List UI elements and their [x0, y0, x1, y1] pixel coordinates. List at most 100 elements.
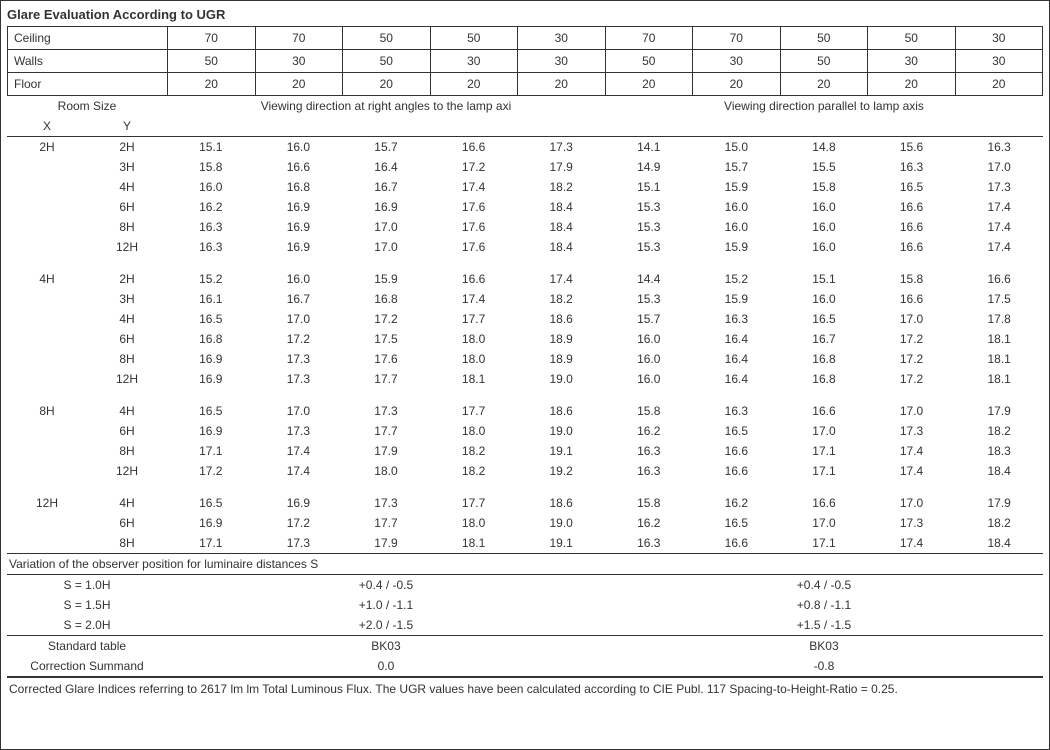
value-cell: 17.3	[868, 513, 956, 533]
value-cell: 16.0	[255, 137, 343, 158]
y-cell: 2H	[87, 137, 167, 158]
value-cell: 17.4	[255, 461, 343, 481]
value-cell: 14.1	[605, 137, 693, 158]
value-cell: 15.9	[693, 237, 781, 257]
value-cell: 16.0	[780, 237, 868, 257]
correction-left: 0.0	[167, 656, 605, 677]
value-cell: 17.1	[780, 533, 868, 554]
value-cell: 16.8	[780, 369, 868, 389]
value-cell: 18.0	[342, 461, 430, 481]
data-row: 4H2H15.216.015.916.617.414.415.215.115.8…	[7, 269, 1043, 289]
value-cell: 17.3	[342, 493, 430, 513]
data-row: 4H16.517.017.217.718.615.716.316.517.017…	[7, 309, 1043, 329]
value-cell: 16.2	[167, 197, 255, 217]
value-cell: 16.3	[167, 217, 255, 237]
value-cell: 16.8	[167, 329, 255, 349]
value-cell: 18.3	[955, 441, 1043, 461]
header-cell: 20	[955, 73, 1043, 96]
value-cell: 17.0	[255, 309, 343, 329]
value-cell: 17.3	[868, 421, 956, 441]
value-cell: 17.0	[868, 309, 956, 329]
header-cell: 30	[430, 50, 518, 73]
correction-label: Correction Summand	[7, 656, 167, 677]
header-cell: 30	[955, 27, 1043, 50]
value-cell: 16.9	[167, 369, 255, 389]
value-cell: 17.6	[430, 237, 518, 257]
value-cell: 16.9	[167, 349, 255, 369]
y-cell: 3H	[87, 157, 167, 177]
value-cell: 17.8	[955, 309, 1043, 329]
value-cell: 16.6	[868, 217, 956, 237]
value-cell: 17.2	[342, 309, 430, 329]
value-cell: 16.6	[868, 289, 956, 309]
value-cell: 16.0	[780, 197, 868, 217]
value-cell: 18.9	[517, 349, 605, 369]
value-cell: 16.9	[167, 421, 255, 441]
value-cell: 18.2	[430, 441, 518, 461]
value-cell: 17.3	[255, 421, 343, 441]
variation-row: S = 1.5H+1.0 / -1.1+0.8 / -1.1	[7, 595, 1043, 615]
header-cell: 20	[868, 73, 956, 96]
value-cell: 16.2	[693, 493, 781, 513]
value-cell: 15.3	[605, 289, 693, 309]
variation-title: Variation of the observer position for l…	[7, 554, 1043, 575]
value-cell: 17.3	[255, 349, 343, 369]
x-cell: 12H	[7, 493, 87, 513]
value-cell: 15.9	[693, 177, 781, 197]
value-cell: 15.9	[342, 269, 430, 289]
y-label: Y	[87, 116, 167, 137]
value-cell: 17.0	[780, 513, 868, 533]
value-cell: 14.4	[605, 269, 693, 289]
data-row: 6H16.917.217.718.019.016.216.517.017.318…	[7, 513, 1043, 533]
value-cell: 16.4	[693, 329, 781, 349]
value-cell: 19.1	[517, 441, 605, 461]
value-cell: 17.4	[868, 533, 956, 554]
value-cell: 19.2	[517, 461, 605, 481]
data-row: 12H16.917.317.718.119.016.016.416.817.21…	[7, 369, 1043, 389]
value-cell: 17.4	[517, 269, 605, 289]
group-right-label: Viewing direction parallel to lamp axis	[605, 96, 1043, 116]
header-cell: 50	[605, 50, 693, 73]
header-cell: 30	[693, 50, 781, 73]
value-cell: 17.0	[342, 237, 430, 257]
value-cell: 16.4	[342, 157, 430, 177]
variation-left: +2.0 / -1.5	[167, 615, 605, 636]
value-cell: 15.6	[868, 137, 956, 158]
y-cell: 2H	[87, 269, 167, 289]
value-cell: 18.0	[430, 421, 518, 441]
value-cell: 18.4	[517, 197, 605, 217]
value-cell: 17.3	[342, 401, 430, 421]
x-cell: 8H	[7, 401, 87, 421]
value-cell: 15.8	[167, 157, 255, 177]
value-cell: 17.2	[255, 329, 343, 349]
header-cell: 20	[255, 73, 343, 96]
variation-row: S = 1.0H+0.4 / -0.5+0.4 / -0.5	[7, 575, 1043, 596]
value-cell: 15.2	[167, 269, 255, 289]
x-cell	[7, 533, 87, 554]
header-row-label: Walls	[8, 50, 168, 73]
value-cell: 16.6	[255, 157, 343, 177]
x-cell	[7, 309, 87, 329]
y-cell: 6H	[87, 421, 167, 441]
value-cell: 18.0	[430, 349, 518, 369]
standard-table-right: BK03	[605, 636, 1043, 657]
value-cell: 15.1	[780, 269, 868, 289]
value-cell: 16.0	[605, 349, 693, 369]
value-cell: 16.3	[605, 533, 693, 554]
x-cell	[7, 157, 87, 177]
value-cell: 17.5	[342, 329, 430, 349]
variation-row: S = 2.0H+2.0 / -1.5+1.5 / -1.5	[7, 615, 1043, 636]
standard-table-left: BK03	[167, 636, 605, 657]
value-cell: 17.4	[955, 217, 1043, 237]
value-cell: 16.9	[255, 197, 343, 217]
value-cell: 16.5	[780, 309, 868, 329]
value-cell: 16.9	[255, 493, 343, 513]
variation-s-label: S = 2.0H	[7, 615, 167, 636]
standard-table-label: Standard table	[7, 636, 167, 657]
value-cell: 15.2	[693, 269, 781, 289]
spacer-row	[7, 257, 1043, 269]
x-cell	[7, 513, 87, 533]
value-cell: 17.3	[955, 177, 1043, 197]
value-cell: 17.6	[342, 349, 430, 369]
value-cell: 18.2	[955, 513, 1043, 533]
